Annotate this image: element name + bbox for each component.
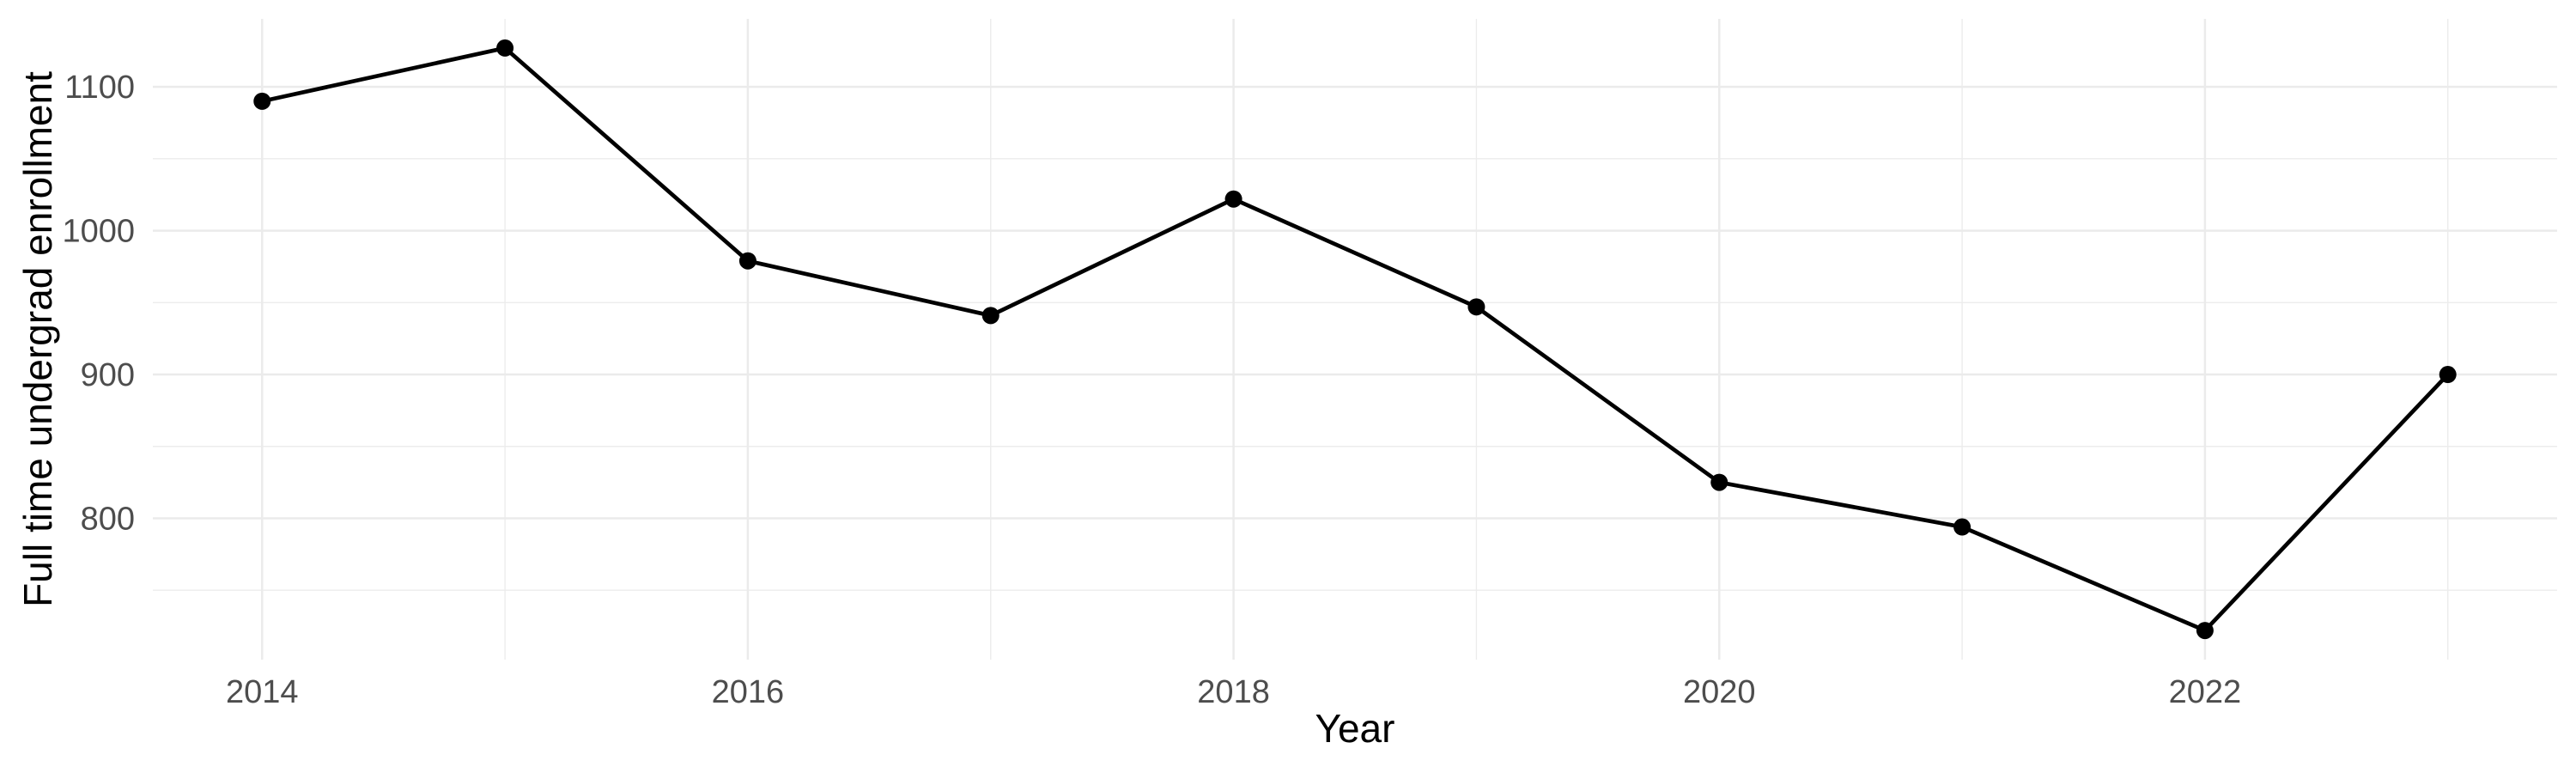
data-point — [1710, 473, 1728, 491]
series-line — [259, 46, 2451, 633]
data-point — [496, 39, 514, 57]
data-point — [1224, 190, 1242, 208]
data-point — [981, 307, 999, 325]
gridlines-minor — [153, 19, 2557, 660]
tick-labels: 800 900 1000 1100 2014 2016 2018 2020 2022 — [62, 70, 2241, 710]
data-point — [738, 252, 756, 270]
data-series — [253, 39, 2457, 640]
x-tick-label: 2020 — [1683, 674, 1756, 710]
y-tick-label: 900 — [81, 357, 135, 393]
data-point — [2196, 622, 2214, 640]
data-point — [1467, 298, 1485, 316]
x-tick-label: 2014 — [226, 674, 299, 710]
x-tick-label: 2018 — [1197, 674, 1270, 710]
x-tick-label: 2016 — [712, 674, 785, 710]
y-tick-label: 1100 — [64, 70, 135, 106]
gridlines-major — [153, 19, 2557, 660]
y-axis-title: Full time undergrad enrollment — [15, 71, 60, 607]
data-point — [2439, 366, 2457, 384]
y-tick-label: 800 — [81, 501, 135, 537]
x-tick-label: 2022 — [2169, 674, 2242, 710]
y-tick-label: 1000 — [62, 214, 135, 250]
data-point — [1953, 518, 1971, 536]
data-point — [253, 92, 271, 110]
x-axis-title: Year — [1315, 706, 1395, 751]
